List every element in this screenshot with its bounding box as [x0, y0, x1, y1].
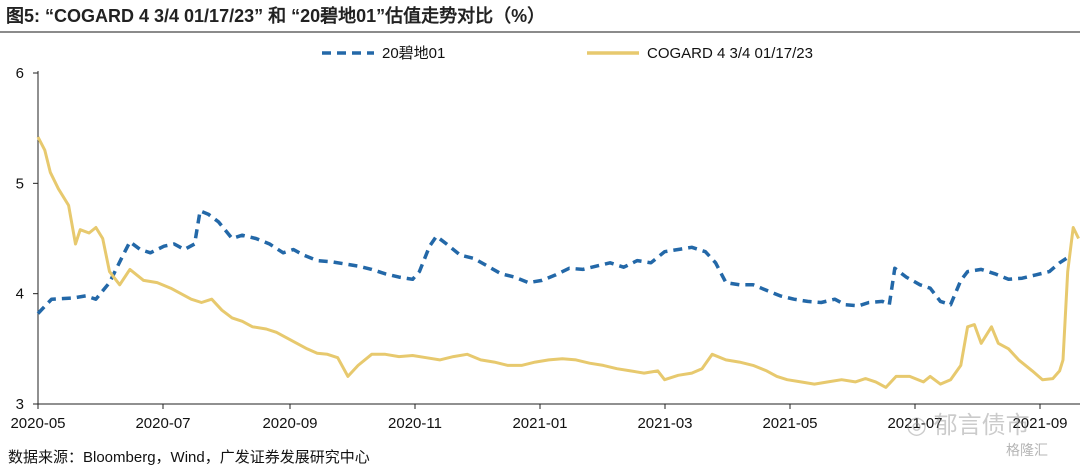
watermark-secondary: 格隆汇 — [1006, 442, 1048, 458]
y-tick-label: 6 — [16, 65, 24, 82]
axes: 3 4 5 6 2020-05 2020-07 2020-09 2020-11 2021-01 2… — [10, 65, 1080, 432]
y-tick-label: 5 — [16, 175, 24, 192]
chart-title: 图5: “COGARD 4 3/4 01/17/23” 和 “20碧地01”估值… — [6, 6, 546, 26]
source-note: 数据来源：Bloomberg，Wind，广发证券发展研究中心 — [8, 449, 370, 466]
legend-label-2: COGARD 4 3/4 01/17/23 — [647, 45, 813, 62]
series-line-1 — [36, 209, 1068, 315]
x-tick-label: 2020-07 — [135, 415, 190, 432]
x-tick-label: 2021-07 — [887, 415, 942, 432]
x-tick-label: 2021-09 — [1012, 415, 1067, 432]
x-tick-label: 2021-03 — [637, 415, 692, 432]
y-tick-label: 3 — [16, 396, 24, 413]
x-tick-label: 2020-11 — [388, 415, 442, 432]
title-divider — [0, 31, 1080, 33]
series-line-2 — [36, 136, 1080, 389]
x-tick-label: 2021-05 — [762, 415, 817, 432]
x-tick-label: 2020-09 — [262, 415, 317, 432]
legend: 20碧地01 COGARD 4 3/4 01/17/23 — [322, 45, 813, 62]
x-tick-label: 2021-01 — [512, 415, 567, 432]
y-tick-label: 4 — [16, 286, 24, 303]
watermark: ◎ 郁言债市 — [906, 412, 1030, 439]
series-layer — [36, 136, 1080, 389]
line-chart: 3 4 5 6 2020-05 2020-07 2020-09 2020-11 2021-01 2… — [10, 45, 1080, 432]
legend-label-1: 20碧地01 — [382, 45, 445, 62]
x-tick-label: 2020-05 — [10, 415, 65, 432]
